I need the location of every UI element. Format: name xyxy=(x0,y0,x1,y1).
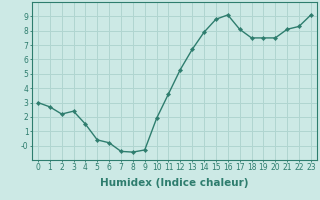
X-axis label: Humidex (Indice chaleur): Humidex (Indice chaleur) xyxy=(100,178,249,188)
